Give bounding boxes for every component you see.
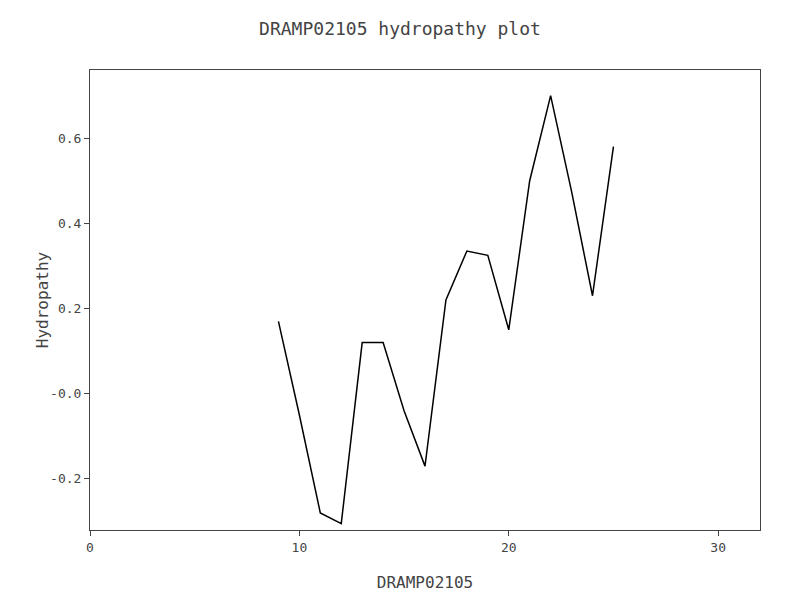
svg-text:0.4: 0.4 [58, 216, 82, 231]
svg-text:DRAMP02105 hydropathy plot: DRAMP02105 hydropathy plot [259, 18, 541, 39]
svg-text:20: 20 [501, 540, 517, 555]
svg-text:0.6: 0.6 [58, 131, 81, 146]
svg-text:30: 30 [710, 540, 726, 555]
svg-text:DRAMP02105: DRAMP02105 [377, 573, 473, 592]
svg-text:-0.2: -0.2 [50, 471, 81, 486]
svg-text:-0.0: -0.0 [50, 386, 81, 401]
svg-text:Hydropathy: Hydropathy [33, 251, 52, 348]
svg-text:0: 0 [86, 540, 94, 555]
svg-text:10: 10 [292, 540, 308, 555]
svg-text:0.2: 0.2 [58, 301, 81, 316]
